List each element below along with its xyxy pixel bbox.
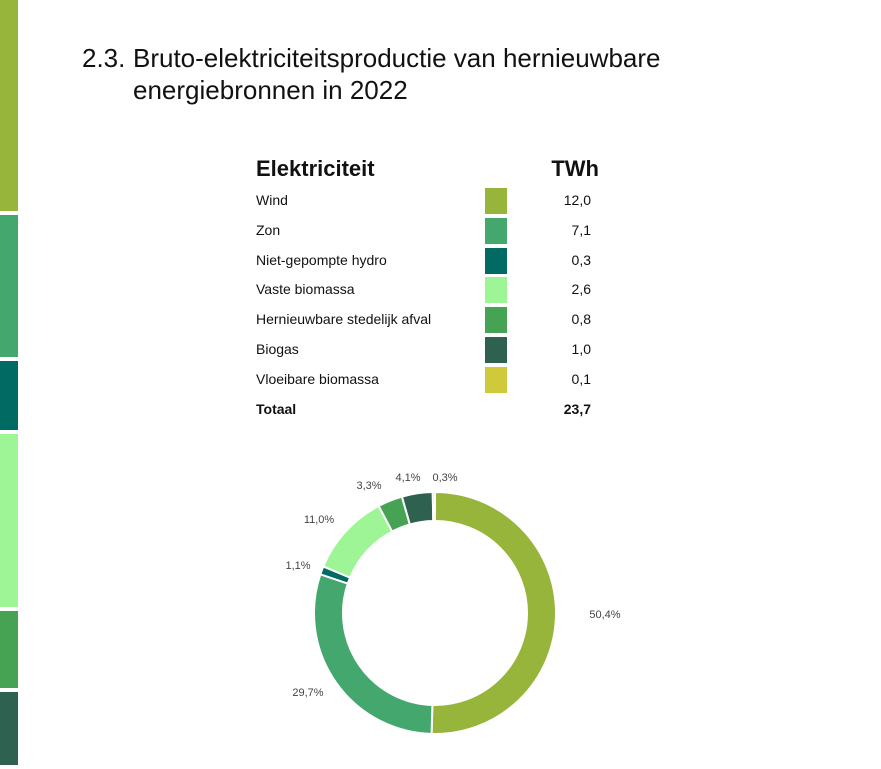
table-row: Wind 12,0 — [256, 186, 601, 216]
table-row: Biogas 1,0 — [256, 335, 601, 365]
row-value: 0,1 — [571, 370, 591, 387]
side-bar-segment — [0, 0, 18, 212]
row-label: Zon — [256, 221, 281, 238]
table-row: Vaste biomassa 2,6 — [256, 275, 601, 305]
row-label: Vaste biomassa — [256, 281, 355, 298]
color-swatch — [485, 188, 507, 214]
side-bar-segment — [0, 361, 18, 431]
data-table: Elektriciteit TWh Wind 12,0 Zon 7,1 Niet-gep… — [256, 154, 601, 424]
donut-slice — [431, 490, 436, 523]
total-value: 23,7 — [563, 400, 591, 417]
slice-label: 3,3% — [356, 480, 381, 492]
color-swatch — [485, 366, 507, 393]
table-total-row: Totaal 23,7 — [256, 395, 601, 425]
color-swatch — [485, 307, 507, 334]
slice-label: 4,1% — [395, 472, 420, 484]
row-value: 0,3 — [571, 251, 591, 268]
section-number: 2.3. — [82, 43, 126, 73]
table-row: Zon 7,1 — [256, 216, 601, 246]
table-header: Elektriciteit TWh — [256, 154, 601, 186]
donut-slice — [430, 490, 557, 735]
table-row: Hernieuwbare stedelijk afval 0,8 — [256, 305, 601, 335]
slice-label: 0,3% — [432, 472, 457, 484]
row-label: Niet-gepompte hydro — [256, 251, 387, 268]
color-swatch — [485, 277, 507, 304]
side-color-bar — [0, 0, 18, 769]
row-label: Wind — [256, 192, 288, 208]
row-label: Hernieuwbare stedelijk afval — [256, 311, 432, 328]
row-value: 12,0 — [563, 192, 591, 208]
side-bar-segment — [0, 215, 18, 358]
side-bar-segment — [0, 434, 18, 608]
color-swatch — [485, 336, 507, 363]
row-value: 7,1 — [571, 221, 591, 238]
donut-chart: 50,4% 29,7% 1,1% 11,0% 3,3% 4,1% 0,3% — [285, 472, 621, 735]
slice-label: 50,4% — [589, 609, 620, 621]
slice-label: 29,7% — [292, 687, 323, 699]
color-swatch — [485, 247, 507, 274]
slice-label: 1,1% — [285, 560, 310, 572]
side-bar-segment — [0, 611, 18, 689]
donut-slice — [313, 573, 434, 735]
total-label: Totaal — [256, 400, 297, 417]
section-title-text: Bruto-elektriciteitsproductie van hernie… — [133, 43, 661, 105]
side-bar-segment — [0, 692, 18, 765]
slice-label: 11,0% — [304, 514, 335, 526]
table-rows: Wind 12,0 Zon 7,1 Niet-gepompte hydro 0,3 Vast… — [256, 186, 601, 395]
color-swatch — [485, 217, 507, 244]
row-label: Biogas — [256, 340, 299, 357]
header-label: Elektriciteit — [256, 156, 375, 181]
header-unit: TWh — [551, 156, 599, 181]
row-value: 1,0 — [571, 340, 591, 357]
table-row: Vloeibare biomassa 0,1 — [256, 365, 601, 395]
row-value: 2,6 — [571, 281, 591, 298]
section-title: 2.3. Bruto-elektriciteitsproductie van h… — [82, 42, 802, 106]
row-value: 0,8 — [571, 311, 591, 328]
table-row: Niet-gepompte hydro 0,3 — [256, 246, 601, 276]
row-label: Vloeibare biomassa — [256, 370, 379, 387]
